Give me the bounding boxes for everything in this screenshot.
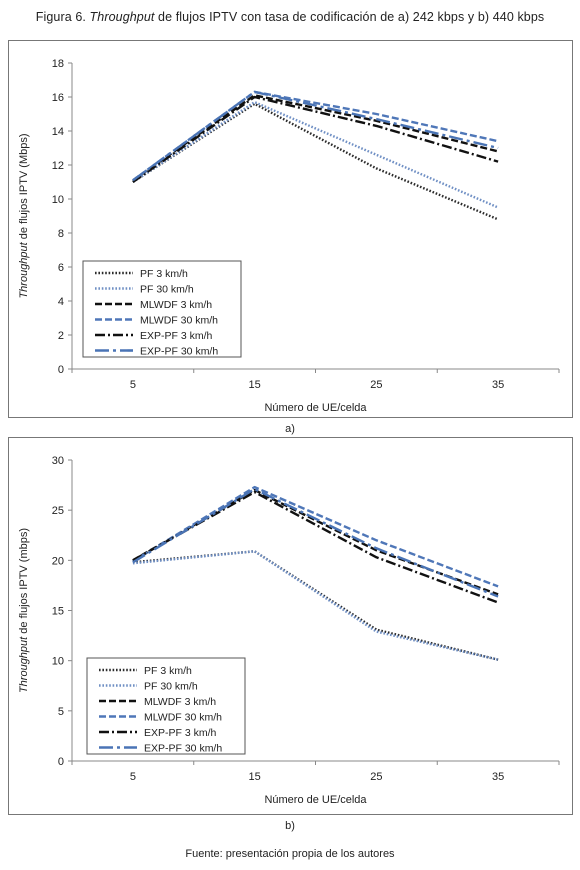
- legend-label: EXP-PF 3 km/h: [144, 727, 217, 739]
- series-line-pf-30-km-h: [132, 100, 499, 209]
- x-tick-label: 25: [370, 771, 382, 783]
- y-tick-label: 2: [58, 330, 64, 342]
- series-line-exp-pf-30-km-h: [132, 90, 499, 182]
- figure-title-rest: de flujos IPTV con tasa de codificación …: [154, 10, 545, 24]
- series-line-pf-3-km-h: [132, 550, 499, 661]
- y-tick-label: 4: [58, 296, 64, 308]
- legend-label: PF 3 km/h: [144, 665, 192, 677]
- y-axis-label-italic: Throughput: [18, 636, 30, 693]
- series-line-pf-30-km-h: [132, 550, 499, 661]
- y-tick-label: 30: [52, 455, 64, 467]
- y-tick-label: 6: [58, 262, 64, 274]
- series-line-pf-3-km-h: [132, 102, 499, 221]
- series-line-exp-pf-3-km-h: [132, 490, 499, 604]
- y-tick-label: 18: [52, 58, 64, 70]
- legend-label: MLWDF 30 km/h: [140, 315, 218, 327]
- chart-panel-a: 0 2 4 6 8 10 12 14 16 18 5 15 25 35 Número de UE/celda…: [8, 40, 573, 418]
- y-tick-label: 16: [52, 92, 64, 104]
- series-line-mlwdf-3-km-h: [132, 488, 499, 596]
- figure-title-italic: Throughput: [89, 10, 155, 24]
- y-tick-label: 0: [58, 756, 64, 768]
- y-tick-label: 12: [52, 160, 64, 172]
- legend-label: PF 30 km/h: [140, 284, 194, 296]
- series-line-exp-pf-3-km-h: [132, 95, 499, 183]
- y-tick-label: 5: [58, 706, 64, 718]
- chart-panel-b: 0 5 10 15 20 25 30 5 15 25 35 Número de UE/celda Thr…: [8, 437, 573, 815]
- legend-label: PF 3 km/h: [140, 268, 188, 280]
- legend-label: EXP-PF 30 km/h: [140, 346, 218, 358]
- legend-label: MLWDF 3 km/h: [144, 696, 216, 708]
- legend-box: [86, 657, 246, 755]
- y-tick-label: 20: [52, 555, 64, 567]
- legend-label: PF 30 km/h: [144, 681, 198, 693]
- y-tick-label: 10: [52, 194, 64, 206]
- y-tick-label: 8: [58, 228, 64, 240]
- y-axis-label-rest: de flujos IPTV (Mbps): [18, 133, 30, 242]
- x-axis-label: Número de UE/celda: [264, 402, 367, 414]
- legend-label: EXP-PF 30 km/h: [144, 743, 222, 755]
- y-axis-label: Throughput de flujos IPTV (mbps): [18, 528, 30, 693]
- series-line-mlwdf-3-km-h: [132, 94, 499, 182]
- chart-a-svg: 0 2 4 6 8 10 12 14 16 18 5 15 25 35 Número de UE/celda…: [18, 58, 560, 414]
- figure-source: Fuente: presentación propia de los autor…: [185, 848, 395, 860]
- y-tick-label: 0: [58, 364, 64, 376]
- series-line-mlwdf-30-km-h: [132, 485, 499, 588]
- y-tick-label: 14: [52, 126, 64, 138]
- figure-title-prefix: Figura 6.: [35, 10, 90, 24]
- panel-label-b: b): [285, 820, 295, 832]
- x-tick-label: 15: [249, 379, 261, 391]
- x-axis-label: Número de UE/celda: [264, 794, 367, 806]
- y-tick-label: 15: [52, 606, 64, 618]
- x-tick-label: 5: [130, 771, 136, 783]
- x-tick-label: 35: [492, 379, 504, 391]
- panel-label-a: a): [285, 423, 295, 435]
- x-tick-label: 5: [130, 379, 136, 391]
- y-axis-label-rest: de flujos IPTV (mbps): [18, 528, 30, 637]
- y-axis-label-italic: Throughput: [18, 241, 30, 298]
- legend-label: MLWDF 30 km/h: [144, 712, 222, 724]
- y-tick-label: 25: [52, 505, 64, 517]
- series-line-exp-pf-30-km-h: [132, 487, 499, 598]
- legend-box: [82, 260, 242, 358]
- x-tick-label: 35: [492, 771, 504, 783]
- y-tick-label: 10: [52, 656, 64, 668]
- x-tick-label: 15: [249, 771, 261, 783]
- y-axis-label: Throughput de flujos IPTV (Mbps): [18, 133, 30, 298]
- legend-label: MLWDF 3 km/h: [140, 299, 212, 311]
- x-tick-label: 25: [370, 379, 382, 391]
- legend-label: EXP-PF 3 km/h: [140, 330, 213, 342]
- chart-b-svg: 0 5 10 15 20 25 30 5 15 25 35 Número de UE/celda Thr…: [18, 455, 560, 806]
- figure-title: Figura 6. Throughput de flujos IPTV con …: [0, 10, 580, 24]
